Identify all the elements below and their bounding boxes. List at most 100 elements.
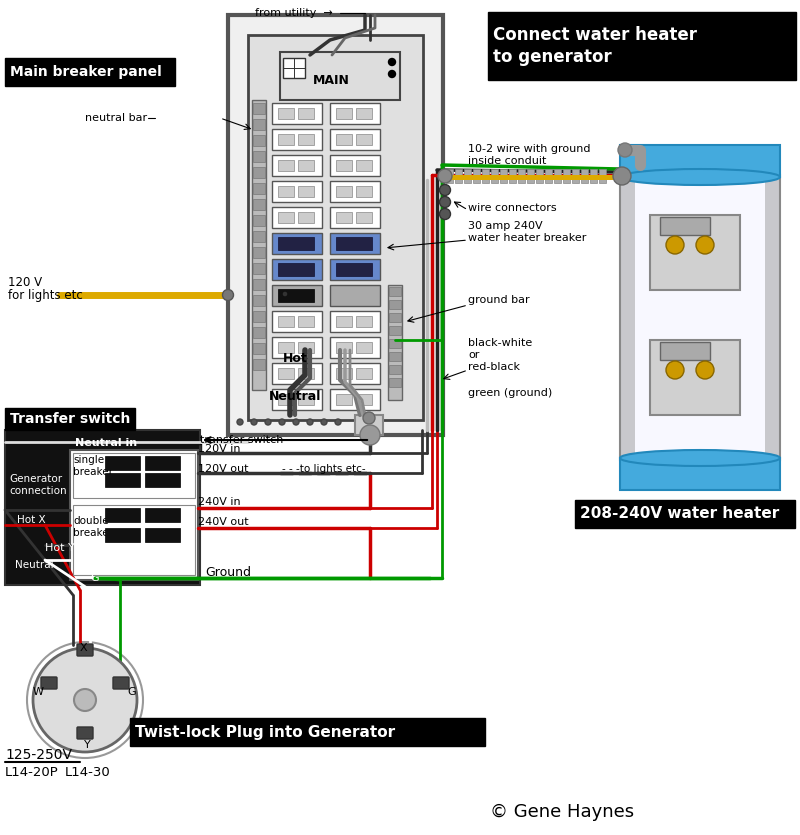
Bar bbox=[500, 169, 507, 183]
Bar bbox=[330, 363, 380, 384]
Bar bbox=[336, 160, 352, 171]
Text: Transfer switch: Transfer switch bbox=[10, 412, 130, 426]
Bar bbox=[298, 316, 314, 327]
Bar bbox=[130, 718, 485, 746]
Bar bbox=[356, 368, 372, 379]
Bar bbox=[330, 311, 380, 332]
Bar bbox=[355, 415, 383, 435]
Text: 125-250V: 125-250V bbox=[5, 748, 72, 762]
Bar bbox=[660, 217, 710, 235]
Bar bbox=[330, 207, 380, 228]
Bar bbox=[330, 181, 380, 202]
Circle shape bbox=[335, 419, 341, 425]
Bar bbox=[356, 108, 372, 119]
Bar bbox=[272, 337, 322, 358]
Circle shape bbox=[293, 419, 299, 425]
Bar bbox=[278, 316, 294, 327]
Text: Hot X: Hot X bbox=[17, 515, 46, 525]
Bar bbox=[446, 169, 453, 183]
Bar bbox=[298, 342, 314, 353]
Bar bbox=[330, 129, 380, 150]
Bar bbox=[330, 285, 380, 306]
Bar bbox=[330, 389, 380, 410]
Bar bbox=[330, 155, 380, 176]
Bar bbox=[488, 12, 796, 80]
Text: double
breaker: double breaker bbox=[73, 516, 113, 538]
Bar bbox=[253, 263, 265, 274]
Bar bbox=[278, 237, 314, 250]
Bar bbox=[330, 337, 380, 358]
Circle shape bbox=[251, 419, 257, 425]
FancyBboxPatch shape bbox=[41, 677, 57, 689]
Bar bbox=[389, 352, 401, 361]
Bar bbox=[278, 134, 294, 145]
Text: 240V out: 240V out bbox=[198, 517, 249, 527]
Bar bbox=[105, 528, 140, 542]
Bar bbox=[283, 58, 305, 78]
Bar bbox=[330, 103, 380, 124]
Bar bbox=[298, 394, 314, 405]
Text: single
breaker: single breaker bbox=[73, 455, 113, 477]
Bar bbox=[248, 35, 423, 420]
Bar bbox=[590, 169, 597, 183]
Bar bbox=[298, 134, 314, 145]
Bar bbox=[650, 340, 740, 415]
Circle shape bbox=[696, 236, 714, 254]
Bar bbox=[278, 212, 294, 223]
Bar bbox=[455, 169, 462, 183]
Bar bbox=[253, 183, 265, 194]
Bar bbox=[509, 169, 516, 183]
Bar bbox=[278, 289, 314, 302]
Bar bbox=[336, 342, 352, 353]
FancyBboxPatch shape bbox=[77, 727, 93, 739]
Bar bbox=[518, 169, 525, 183]
Bar bbox=[253, 119, 265, 130]
Ellipse shape bbox=[620, 450, 780, 466]
Bar bbox=[253, 215, 265, 226]
Text: 240V in: 240V in bbox=[198, 497, 241, 507]
Text: G: G bbox=[128, 687, 136, 697]
Bar bbox=[336, 108, 352, 119]
Text: G: G bbox=[90, 573, 99, 583]
Circle shape bbox=[439, 196, 450, 208]
Text: 120 V: 120 V bbox=[8, 276, 42, 289]
Bar bbox=[253, 311, 265, 322]
Bar bbox=[145, 508, 180, 522]
Text: L14-30: L14-30 bbox=[65, 767, 110, 780]
Bar bbox=[228, 15, 443, 435]
Bar bbox=[73, 453, 195, 498]
Bar bbox=[253, 359, 265, 370]
Bar bbox=[389, 300, 401, 309]
Bar bbox=[298, 212, 314, 223]
Bar bbox=[272, 311, 322, 332]
Bar bbox=[280, 52, 400, 100]
Bar bbox=[253, 327, 265, 338]
Bar bbox=[298, 368, 314, 379]
Text: ground bar: ground bar bbox=[468, 295, 530, 305]
Bar bbox=[253, 199, 265, 210]
Bar bbox=[356, 394, 372, 405]
Bar bbox=[278, 160, 294, 171]
Circle shape bbox=[618, 143, 632, 157]
Bar bbox=[660, 342, 710, 360]
Text: Connect water heater
to generator: Connect water heater to generator bbox=[493, 26, 697, 66]
Circle shape bbox=[222, 290, 234, 301]
Circle shape bbox=[666, 236, 684, 254]
Circle shape bbox=[696, 361, 714, 379]
Bar bbox=[388, 285, 402, 400]
Bar bbox=[620, 175, 780, 460]
Bar bbox=[464, 169, 471, 183]
Bar bbox=[563, 169, 570, 183]
Bar bbox=[336, 134, 352, 145]
Bar bbox=[253, 231, 265, 242]
Text: X: X bbox=[79, 643, 87, 653]
Bar bbox=[572, 169, 579, 183]
Text: neutral bar: neutral bar bbox=[85, 113, 147, 123]
Bar bbox=[298, 186, 314, 197]
Bar bbox=[5, 408, 135, 430]
Bar bbox=[389, 339, 401, 348]
Bar bbox=[278, 263, 314, 276]
Text: W: W bbox=[33, 687, 43, 697]
Text: 10-2 wire with ground
inside conduit: 10-2 wire with ground inside conduit bbox=[468, 144, 590, 166]
Circle shape bbox=[33, 648, 137, 752]
